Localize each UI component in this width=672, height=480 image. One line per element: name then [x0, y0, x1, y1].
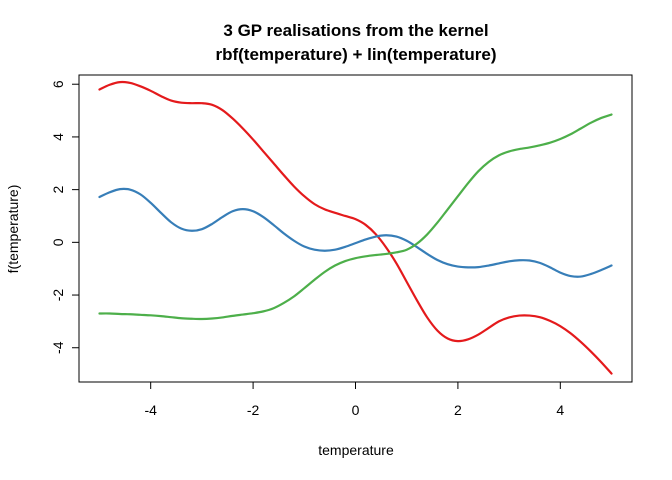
x-tick-label: 2 [454, 402, 462, 418]
y-tick-label: 4 [50, 133, 66, 141]
series-lines [98, 80, 613, 375]
y-axis-label: f(temperature) [5, 185, 21, 274]
y-tick-label: 6 [50, 80, 66, 88]
x-tick-label: -4 [144, 402, 157, 418]
x-tick-label: -2 [247, 402, 260, 418]
plot-area-frame [78, 74, 633, 383]
series-line-blue [98, 187, 613, 278]
y-axis: -4 -2 0 2 4 6 [50, 80, 80, 354]
series-line-green [98, 113, 613, 321]
y-tick-label: -4 [50, 341, 66, 354]
chart-title-line-1: 3 GP realisations from the kernel [223, 21, 488, 40]
x-axis: -4 -2 0 2 4 [144, 381, 564, 418]
x-axis-label: temperature [318, 442, 394, 458]
x-tick-label: 4 [556, 402, 564, 418]
series-line-red [98, 80, 613, 375]
y-tick-label: 2 [50, 186, 66, 194]
y-tick-label: -2 [50, 289, 66, 302]
y-tick-label: 0 [50, 238, 66, 246]
chart-title-line-2: rbf(temperature) + lin(temperature) [215, 45, 496, 64]
x-tick-label: 0 [352, 402, 360, 418]
